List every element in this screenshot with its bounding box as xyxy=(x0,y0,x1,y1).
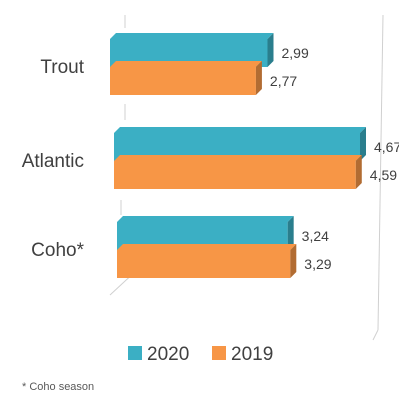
bar-2019-1 xyxy=(114,155,362,189)
bar-side-face xyxy=(355,155,362,189)
right-wall-line xyxy=(377,14,384,331)
bar-front-face xyxy=(114,161,356,189)
value-label-2020-0: 2,99 xyxy=(282,45,309,61)
bar-side-face xyxy=(290,244,297,278)
bar-side-face xyxy=(287,216,294,250)
legend-label-2020: 2020 xyxy=(147,344,189,365)
footnote: * Coho season xyxy=(22,381,94,393)
legend-swatch-2019 xyxy=(212,346,226,360)
right-wall-line xyxy=(372,329,379,341)
value-label-2020-2: 3,24 xyxy=(302,228,329,244)
bar-top-face xyxy=(117,216,294,222)
category-label-1: Atlantic xyxy=(22,151,84,172)
value-label-2019-2: 3,29 xyxy=(304,256,331,272)
bar-side-face xyxy=(267,33,274,67)
bar-2019-0 xyxy=(110,61,262,95)
category-labels: Trout Atlantic Coho* xyxy=(22,57,85,261)
bar-top-face xyxy=(114,127,366,133)
category-label-0: Trout xyxy=(40,57,84,78)
value-label-2020-1: 4,67 xyxy=(374,139,399,155)
bar-top-face xyxy=(114,155,362,161)
legend-swatch-2020 xyxy=(128,346,142,360)
bar-side-face xyxy=(255,61,262,95)
category-label-2: Coho* xyxy=(31,240,84,261)
bar-side-face xyxy=(360,127,366,161)
bar-front-face xyxy=(110,67,256,95)
bar-2019-2 xyxy=(117,244,297,278)
bar-front-face xyxy=(117,250,291,278)
value-labels: 2,99 2,77 4,67 4,59 3,24 3,29 xyxy=(270,45,399,272)
value-label-2019-1: 4,59 xyxy=(370,167,397,183)
bar-top-face xyxy=(117,244,297,250)
legend: 2020 2019 xyxy=(128,344,273,365)
bar-top-face xyxy=(110,61,262,67)
value-label-2019-0: 2,77 xyxy=(270,73,297,89)
legend-label-2019: 2019 xyxy=(231,344,273,365)
bars-layer xyxy=(110,33,366,278)
bar-top-face xyxy=(110,33,274,39)
